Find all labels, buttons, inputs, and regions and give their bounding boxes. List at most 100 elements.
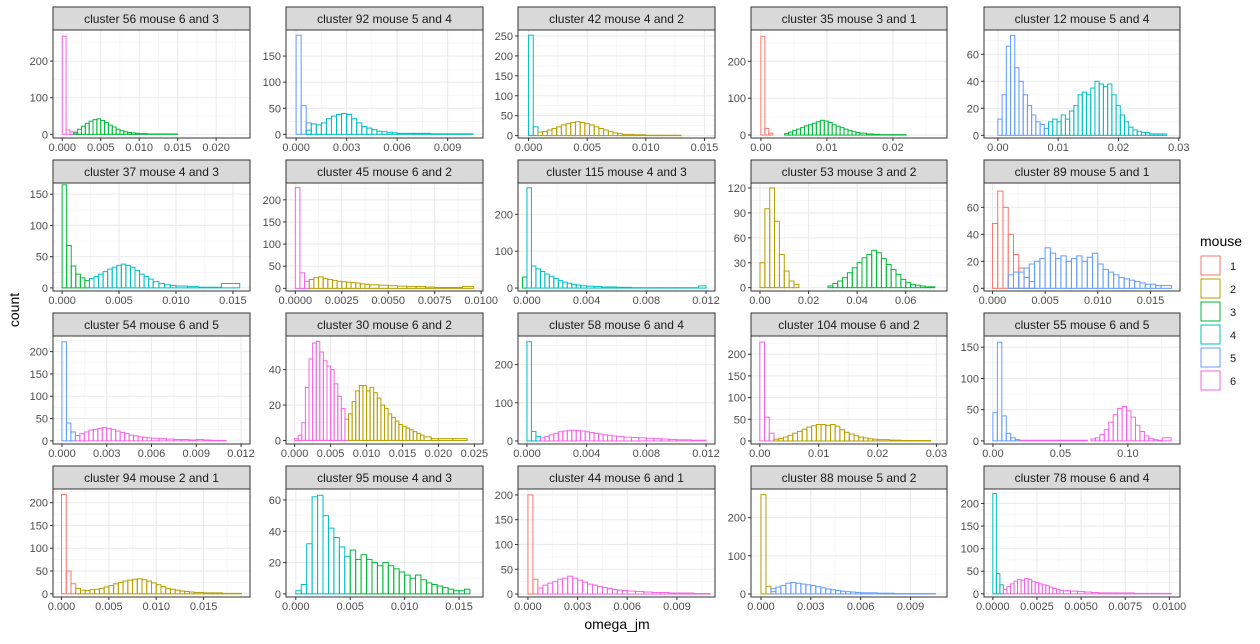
x-tick-label: 0.000 <box>48 295 76 307</box>
y-tick-label: 50 <box>36 252 48 264</box>
x-tick-label: 0.020 <box>425 448 453 460</box>
y-tick-label: 200 <box>495 209 513 221</box>
facet-title: cluster 78 mouse 6 and 4 <box>1015 471 1150 485</box>
x-tick-label: 0.005 <box>573 142 601 154</box>
x-tick-label: 0.000 <box>513 448 541 460</box>
y-tick-label: 20 <box>967 103 979 115</box>
legend-key-background <box>1200 255 1221 276</box>
legend-key-background <box>1200 301 1221 322</box>
y-tick-label: 50 <box>36 414 48 426</box>
y-tick-label: 100 <box>495 246 513 258</box>
y-tick-label: 150 <box>495 71 513 83</box>
histogram-bar <box>213 593 222 594</box>
facet-title: cluster 95 mouse 4 and 3 <box>317 471 452 485</box>
x-tick-label: 0.010 <box>162 295 190 307</box>
x-tick-label: 0.020 <box>202 142 230 154</box>
y-tick-label: 100 <box>30 93 48 105</box>
histogram-bar <box>691 440 706 441</box>
x-tick-label: 0.000 <box>48 142 76 154</box>
y-tick-label: 50 <box>734 414 746 426</box>
y-tick-label: 200 <box>961 498 979 510</box>
y-tick-label: 100 <box>30 543 48 555</box>
y-tick-label: 0 <box>973 589 979 601</box>
facet-title: cluster 58 mouse 6 and 4 <box>549 318 684 332</box>
legend-key-background <box>1200 370 1221 391</box>
x-tick-label: 0.000 <box>515 142 543 154</box>
legend-label: 5 <box>1230 353 1236 365</box>
x-tick-label: 0.03 <box>1168 142 1189 154</box>
y-tick-label: 0 <box>507 283 513 295</box>
y-tick-label: 50 <box>501 564 513 576</box>
y-tick-label: 0 <box>275 589 281 601</box>
y-tick-label: 200 <box>495 360 513 372</box>
x-tick-label: 0.000 <box>282 142 310 154</box>
x-tick-label: 0.0000 <box>278 295 312 307</box>
y-tick-label: 60 <box>967 202 979 214</box>
histogram-bar <box>677 593 694 594</box>
y-tick-label: 150 <box>263 51 281 63</box>
y-tick-label: 50 <box>501 111 513 123</box>
y-tick-label: 20 <box>269 558 281 570</box>
y-tick-label: 0 <box>973 283 979 295</box>
x-tick-label: 0.010 <box>125 142 153 154</box>
x-tick-label: 0.015 <box>691 142 719 154</box>
x-tick-label: 0.00 <box>750 142 771 154</box>
x-tick-label: 0.005 <box>87 142 115 154</box>
legend-key-background <box>1200 278 1221 299</box>
x-tick-label: 0.010 <box>353 448 381 460</box>
x-tick-label: 0.003 <box>797 601 825 613</box>
x-tick-label: 0.01 <box>816 142 837 154</box>
facet-title: cluster 37 mouse 4 and 3 <box>84 165 219 179</box>
x-tick-label: 0.02 <box>882 142 903 154</box>
y-tick-label: 0 <box>973 436 979 448</box>
x-tick-label: 0.0050 <box>371 295 405 307</box>
histogram-bar <box>669 593 677 594</box>
y-tick-label: 0 <box>973 130 979 142</box>
y-tick-label: 50 <box>269 261 281 273</box>
x-tick-label: 0.01 <box>808 448 829 460</box>
facet-title: cluster 42 mouse 4 and 2 <box>549 12 684 26</box>
y-tick-label: 150 <box>728 371 746 383</box>
x-tick-label: 0.005 <box>95 601 123 613</box>
y-tick-label: 0 <box>275 129 281 141</box>
x-tick-label: 0.010 <box>142 601 170 613</box>
y-tick-label: 0 <box>42 436 48 448</box>
y-tick-label: 150 <box>495 515 513 527</box>
x-tick-label: 0.009 <box>434 142 462 154</box>
facet-title: cluster 104 mouse 6 and 2 <box>778 318 920 332</box>
facet-title: cluster 55 mouse 6 and 5 <box>1015 318 1150 332</box>
y-tick-label: 20 <box>269 400 281 412</box>
y-tick-label: 150 <box>30 369 48 381</box>
y-tick-label: 120 <box>728 183 746 195</box>
histogram-bar <box>873 134 880 135</box>
legend-label: 4 <box>1230 330 1236 342</box>
x-tick-label: 0.000 <box>979 295 1007 307</box>
x-tick-label: 0.06 <box>895 295 916 307</box>
histogram-bar <box>448 134 473 135</box>
facet-title: cluster 115 mouse 4 and 3 <box>546 165 687 179</box>
x-tick-label: 0.02 <box>1108 142 1129 154</box>
x-tick-label: 0.0000 <box>976 601 1010 613</box>
y-tick-label: 0 <box>740 130 746 142</box>
facet-title: cluster 35 mouse 3 and 1 <box>782 12 917 26</box>
y-tick-label: 0 <box>275 283 281 295</box>
x-axis-title: omega_jm <box>584 616 649 632</box>
x-tick-label: 0.012 <box>227 448 255 460</box>
x-tick-label: 0.000 <box>281 448 309 460</box>
x-tick-label: 0.000 <box>514 601 542 613</box>
x-tick-label: 0.04 <box>846 295 867 307</box>
x-tick-label: 0.009 <box>663 601 691 613</box>
x-tick-label: 0.015 <box>1137 295 1165 307</box>
y-tick-label: 0 <box>275 435 281 447</box>
x-tick-label: 0.005 <box>1031 295 1059 307</box>
x-tick-label: 0.0075 <box>418 295 452 307</box>
y-tick-label: 200 <box>728 349 746 361</box>
histogram-bar <box>1060 440 1087 441</box>
x-tick-label: 0.003 <box>564 601 592 613</box>
y-tick-label: 150 <box>961 521 979 533</box>
y-tick-label: 50 <box>967 405 979 417</box>
x-tick-label: 0.02 <box>867 448 888 460</box>
x-tick-label: 0.00 <box>749 448 770 460</box>
legend-label: 6 <box>1230 376 1236 388</box>
y-tick-label: 0 <box>42 589 48 601</box>
